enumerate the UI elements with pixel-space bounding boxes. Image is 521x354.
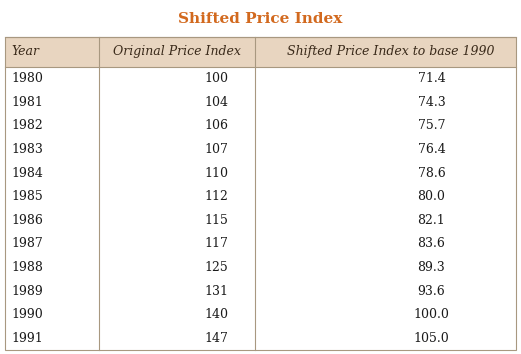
Text: 1988: 1988 [11, 261, 43, 274]
Text: 131: 131 [204, 285, 228, 298]
Text: 125: 125 [204, 261, 228, 274]
Text: 112: 112 [204, 190, 228, 203]
Text: 83.6: 83.6 [417, 238, 445, 251]
Text: 78.6: 78.6 [417, 166, 445, 179]
Text: 1989: 1989 [11, 285, 43, 298]
Text: Original Price Index: Original Price Index [113, 45, 241, 58]
Text: 1982: 1982 [11, 119, 43, 132]
Text: 89.3: 89.3 [417, 261, 445, 274]
Text: 115: 115 [204, 214, 228, 227]
Text: 106: 106 [204, 119, 228, 132]
Text: 1986: 1986 [11, 214, 43, 227]
Text: 71.4: 71.4 [417, 72, 445, 85]
Bar [5, 37, 516, 67]
Bar [5, 37, 516, 350]
Text: 100: 100 [204, 72, 228, 85]
Text: 104: 104 [204, 96, 228, 109]
Text: 1980: 1980 [11, 72, 43, 85]
Text: 1983: 1983 [11, 143, 43, 156]
Text: 117: 117 [204, 238, 228, 251]
Text: Shifted Price Index: Shifted Price Index [178, 12, 343, 27]
Bar [5, 37, 516, 350]
Text: 74.3: 74.3 [417, 96, 445, 109]
Text: 1984: 1984 [11, 166, 43, 179]
Text: 75.7: 75.7 [418, 119, 445, 132]
Text: 147: 147 [204, 332, 228, 345]
Text: 1985: 1985 [11, 190, 43, 203]
Text: 105.0: 105.0 [414, 332, 449, 345]
Text: 110: 110 [204, 166, 228, 179]
Text: 82.1: 82.1 [417, 214, 445, 227]
Text: Year: Year [11, 45, 40, 58]
Text: 1991: 1991 [11, 332, 43, 345]
Text: Shifted Price Index to base 1990: Shifted Price Index to base 1990 [287, 45, 494, 58]
Text: 1987: 1987 [11, 238, 43, 251]
Text: 140: 140 [204, 308, 228, 321]
Text: 100.0: 100.0 [414, 308, 449, 321]
Text: 93.6: 93.6 [417, 285, 445, 298]
Text: 76.4: 76.4 [417, 143, 445, 156]
Text: 107: 107 [204, 143, 228, 156]
Text: 1981: 1981 [11, 96, 43, 109]
Text: 1990: 1990 [11, 308, 43, 321]
Text: 80.0: 80.0 [417, 190, 445, 203]
